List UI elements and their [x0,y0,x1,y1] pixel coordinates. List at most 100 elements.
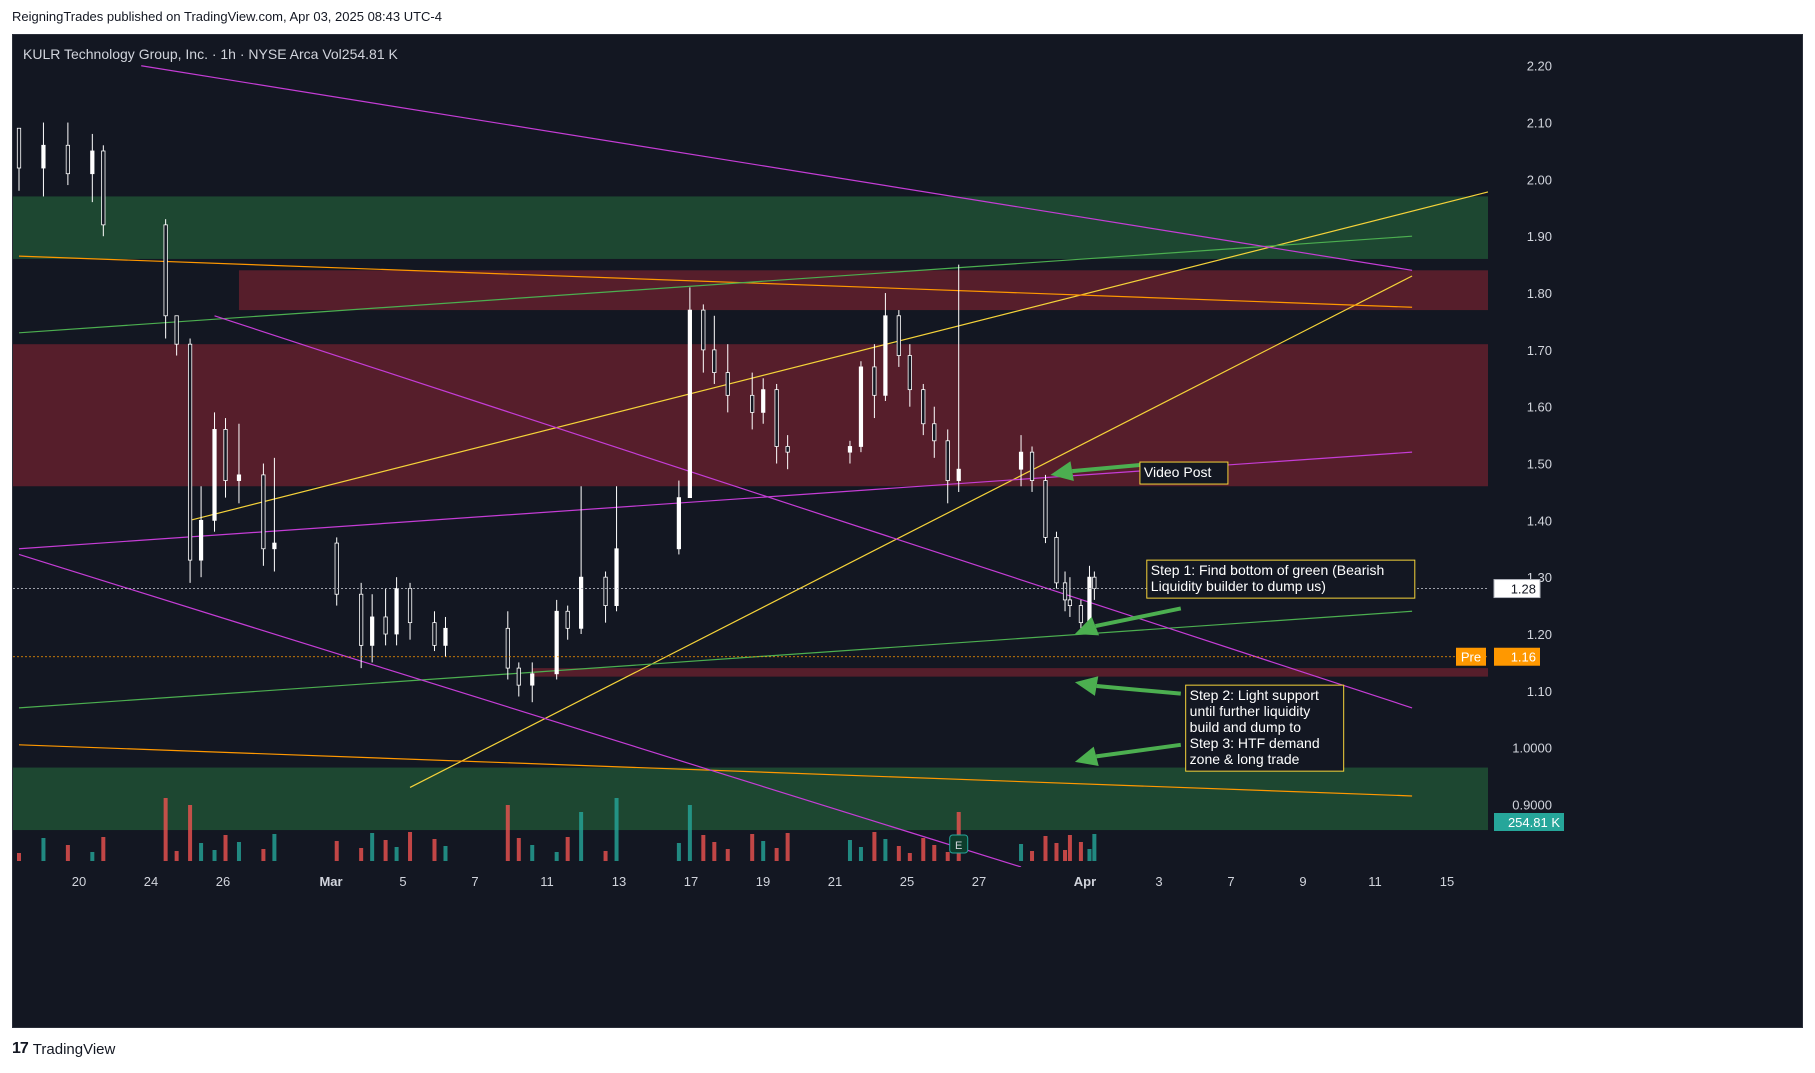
candle-body [65,144,70,175]
volume-bar [676,843,681,861]
chart-pane[interactable]: KULR Technology Group, Inc. · 1h · NYSE … [12,34,1803,1028]
time-tick-label: 5 [399,874,406,889]
premarket-price-label: 1.16 [1511,650,1536,665]
candle-body [261,474,266,550]
candle-body [712,349,717,373]
volume-bar [163,798,168,861]
volume-bar [408,832,413,861]
candle-body [432,622,437,646]
annotation-text-2: Step 3: HTF demand [1190,735,1320,751]
volume-bar [359,848,364,861]
annotation-text-2: Step 2: Light support [1190,687,1319,703]
volume-bar [750,834,755,861]
volume-bar [394,847,399,861]
volume-bar [847,840,852,861]
volume-bar [1043,836,1048,861]
candle-body [101,150,106,226]
time-tick-label: 19 [756,874,770,889]
annotation-text-2: zone & long trade [1190,751,1300,767]
candle-body [774,389,779,447]
candle-body [272,542,277,550]
candlestick-chart[interactable]: E Video Post Step 1: Find bottom of green … [13,35,1802,1027]
candle-body [579,576,584,629]
volume-bar [272,834,277,861]
candle-body [858,366,864,447]
last-price-label-bg [1493,579,1541,599]
annotation-box-1 [1146,559,1416,599]
candle-body [725,372,730,396]
candle-body [198,519,204,561]
volume-bar [1067,835,1072,861]
time-tick-label: 25 [900,874,914,889]
volume-bar [701,835,706,861]
volume-bar [212,850,217,861]
volume-bar [603,851,608,861]
annotation-text-2: until further liquidity [1190,703,1311,719]
trendline-green-4 [18,235,1413,334]
time-tick-label: 11 [540,874,554,889]
candle-body [1043,480,1048,538]
candle-body [785,446,790,453]
candle-body [1092,576,1097,589]
time-tick-label: 21 [828,874,842,889]
volume-bar [896,846,901,861]
volume-bar [370,833,375,861]
candle-body [921,389,926,425]
annotation-box-0 [1139,461,1229,485]
candle-body [687,309,692,499]
candle-body [236,474,242,481]
candle-body [701,309,706,351]
candle-body [956,468,961,481]
trendline-magenta-7 [214,315,1413,709]
candle-body [1054,536,1059,584]
demand-zone-0 [13,196,1488,259]
volume-bar [261,849,266,861]
volume-bar [1087,849,1092,861]
candle-body [676,497,681,550]
volume-bar [1019,844,1024,861]
time-tick-label: 9 [1299,874,1306,889]
volume-bar [712,842,717,861]
symbol-title[interactable]: KULR Technology Group, Inc. · 1h · NYSE … [23,46,398,62]
candle-body [383,616,388,635]
candle-body [16,127,22,169]
price-tick-label: 1.20 [1527,627,1552,642]
time-tick-label: 26 [216,874,230,889]
trendline-orange-3 [18,744,1413,797]
earnings-marker-label: E [955,840,962,852]
candle-body [530,673,535,686]
candle-body [565,610,570,629]
publisher-line: ReigningTrades published on TradingView.… [12,9,442,24]
volume-bar [65,845,70,861]
price-tick-label: 1.50 [1527,457,1552,472]
supply-zone-3 [532,668,1488,677]
candle-body [443,627,448,646]
candle-body [847,446,853,453]
trendline-orange-2 [18,255,1413,308]
trendline-green-5 [18,610,1413,709]
time-tick-label: 7 [471,874,478,889]
premarket-tag: Pre [1461,650,1481,665]
candle-body [359,593,364,646]
volume-bar [945,852,950,861]
volume-bar [921,838,926,861]
candle-body [1062,582,1068,601]
volume-bar [1092,834,1097,861]
price-tick-label: 2.10 [1527,116,1552,131]
volume-bar [565,837,570,861]
volume-bar [932,845,937,861]
candle-body [334,542,339,595]
trendline-yellow-0 [189,191,1489,521]
premarket-price-bg [1494,647,1540,666]
tradingview-logo[interactable]: 17 TradingView [12,1040,115,1058]
candle-body [407,588,413,624]
time-axis [13,867,1802,1027]
annotation-box-2 [1185,684,1345,772]
trendline-yellow-1 [409,275,1413,788]
time-tick-label: 24 [144,874,158,889]
demand-zone-4 [13,767,1488,831]
trendline-magenta-6 [141,65,1413,271]
candle-body [603,576,608,606]
time-tick-label: 17 [684,874,698,889]
volume-bar [443,846,448,861]
